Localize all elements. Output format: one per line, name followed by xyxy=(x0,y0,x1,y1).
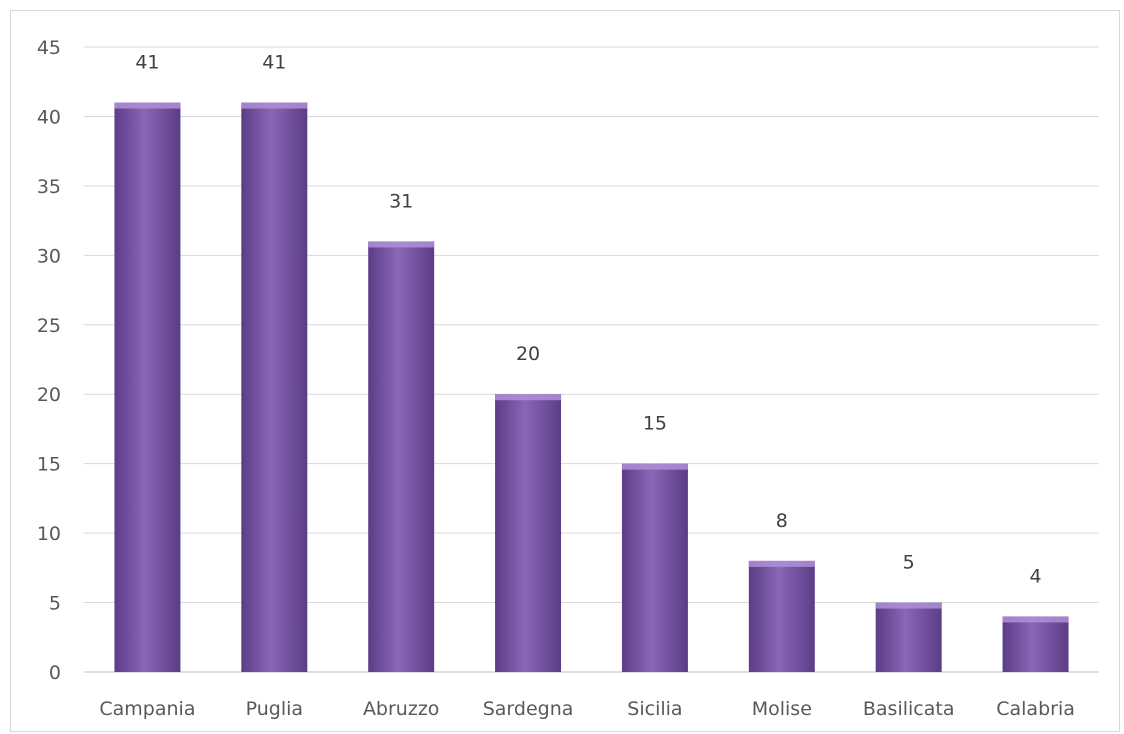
bar-molise xyxy=(748,560,815,672)
y-axis-tick-labels: 0 5 10 15 20 25 30 35 40 45 xyxy=(37,37,61,684)
bar-body xyxy=(621,463,688,672)
bar-top-bevel xyxy=(621,463,688,470)
bar-body xyxy=(495,394,562,672)
data-label: 5 xyxy=(903,552,915,574)
y-tick-label: 5 xyxy=(49,593,61,615)
data-label: 8 xyxy=(776,510,788,532)
bar-body xyxy=(875,602,942,672)
bar-body xyxy=(241,102,308,673)
x-category-label: Puglia xyxy=(246,698,303,720)
y-tick-label: 35 xyxy=(37,176,61,198)
y-tick-label: 10 xyxy=(37,523,61,545)
y-tick-label: 20 xyxy=(37,384,61,406)
bar-top-bevel xyxy=(114,102,181,109)
y-tick-label: 0 xyxy=(49,662,61,684)
data-label: 15 xyxy=(643,413,667,435)
bar-body xyxy=(748,560,815,672)
bar-chart: 0 5 10 15 20 25 30 35 40 45 41 41 31 20 15 8 5 4 Campani… xyxy=(37,37,1099,720)
bar-top-bevel xyxy=(748,560,815,567)
data-label: 41 xyxy=(135,52,159,74)
bar-abruzzo xyxy=(368,241,435,672)
bar-body xyxy=(114,102,181,673)
bar-top-bevel xyxy=(368,241,435,248)
bar-top-bevel xyxy=(875,602,942,609)
x-category-label: Campania xyxy=(99,698,195,720)
y-tick-label: 45 xyxy=(37,37,61,59)
data-label: 4 xyxy=(1030,565,1042,587)
bar-basilicata xyxy=(875,602,942,672)
y-tick-label: 25 xyxy=(37,315,61,337)
x-category-label: Basilicata xyxy=(863,698,955,720)
bar-body xyxy=(368,241,435,672)
bar-sicilia xyxy=(621,463,688,672)
x-category-label: Sicilia xyxy=(627,698,682,720)
data-labels: 41 41 31 20 15 8 5 4 xyxy=(135,52,1041,588)
x-axis-category-labels: Campania Puglia Abruzzo Sardegna Sicilia Moli… xyxy=(99,698,1074,720)
bar-sardegna xyxy=(495,394,562,672)
y-tick-label: 40 xyxy=(37,106,61,128)
y-tick-label: 30 xyxy=(37,245,61,267)
bar-top-bevel xyxy=(495,394,562,401)
x-category-label: Calabria xyxy=(996,698,1075,720)
bar-body xyxy=(1002,616,1069,672)
chart-frame: 0 5 10 15 20 25 30 35 40 45 41 41 31 20 15 8 5 4 Campani… xyxy=(10,10,1120,732)
y-tick-label: 15 xyxy=(37,454,61,476)
x-category-label: Molise xyxy=(752,698,812,720)
bar-calabria xyxy=(1002,616,1069,672)
data-label: 41 xyxy=(262,52,286,74)
data-label: 31 xyxy=(389,190,413,212)
bars xyxy=(114,102,1069,673)
x-category-label: Abruzzo xyxy=(363,698,439,720)
x-category-label: Sardegna xyxy=(483,698,574,720)
bar-campania xyxy=(114,102,181,673)
bar-top-bevel xyxy=(1002,616,1069,623)
gridlines xyxy=(84,46,1099,673)
bar-top-bevel xyxy=(241,102,308,109)
data-label: 20 xyxy=(516,343,540,365)
bar-puglia xyxy=(241,102,308,673)
